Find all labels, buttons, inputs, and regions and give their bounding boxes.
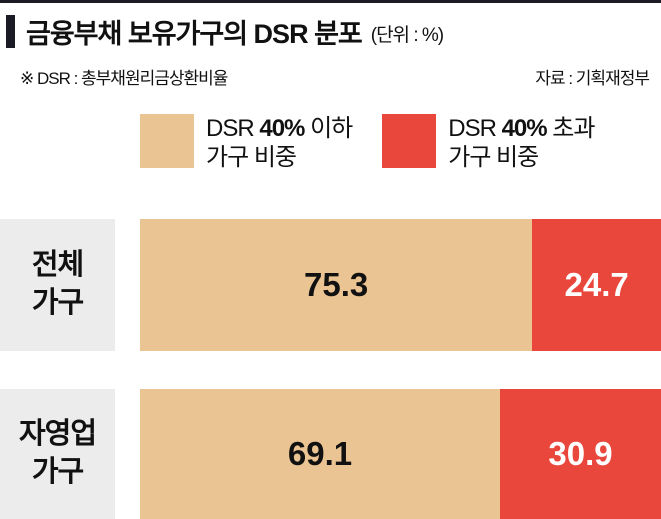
bar-total: 75.3 24.7 (140, 218, 661, 351)
legend-text-prefix: DSR (206, 115, 255, 142)
unit-label: (단위 : %) (370, 25, 444, 46)
legend-label-under-40: DSR 40% 이하 가구 비중 (206, 114, 353, 173)
page-title: 금융부채 보유가구의 DSR 분포 (26, 19, 363, 49)
category-label-line1: 전체 (31, 248, 84, 281)
legend-text-suffix: 이하 (310, 115, 353, 142)
segment-under-40-total: 75.3 (140, 218, 533, 351)
category-label-total: 전체 가구 (0, 218, 115, 351)
bar-row-total-households: 전체 가구 75.3 24.7 (0, 218, 661, 351)
note-row: ※ DSR : 총부채원리금상환비율 자료 : 기획재정부 (6, 64, 655, 89)
legend-text-bold: 40% (501, 115, 548, 142)
value-over-40-total: 24.7 (564, 265, 629, 303)
segment-over-40-self-employed: 30.9 (500, 388, 661, 519)
legend-text-line2: 가구 비중 (206, 144, 297, 172)
value-under-40-total: 75.3 (304, 265, 369, 303)
legend-item-under-40: DSR 40% 이하 가구 비중 (140, 114, 353, 173)
segment-under-40-self-employed: 69.1 (140, 388, 500, 519)
legend-label-over-40: DSR 40% 초과 가구 비중 (448, 114, 595, 173)
segment-over-40-total: 24.7 (532, 218, 661, 351)
value-over-40-self-employed: 30.9 (548, 434, 613, 472)
source-label: 자료 : 기획재정부 (535, 69, 650, 88)
category-label-line2: 가구 (31, 286, 84, 319)
category-label-self-employed: 자영업 가구 (0, 388, 115, 519)
bar-row-self-employed-households: 자영업 가구 69.1 30.9 (0, 388, 661, 519)
legend-swatch-under-40 (140, 114, 194, 168)
legend: DSR 40% 이하 가구 비중 DSR 40% 초과 가구 비중 (140, 114, 661, 173)
legend-text-prefix: DSR (448, 115, 497, 142)
legend-text-bold: 40% (259, 115, 305, 142)
category-label-line1: 자영업 (18, 417, 97, 450)
header: 금융부채 보유가구의 DSR 분포 (단위 : %) ※ DSR : 총부채원리… (0, 3, 661, 89)
title-accent-bar (6, 15, 15, 48)
dsr-definition-note: ※ DSR : 총부채원리금상환비율 (20, 69, 228, 88)
legend-swatch-over-40 (382, 114, 437, 168)
stacked-bar-chart: 전체 가구 75.3 24.7 자영업 가구 69.1 30.9 (0, 218, 661, 519)
legend-text-line2: 가구 비중 (448, 144, 539, 172)
legend-text-suffix: 초과 (552, 115, 595, 142)
legend-item-over-40: DSR 40% 초과 가구 비중 (382, 114, 595, 173)
bar-self-employed: 69.1 30.9 (140, 388, 661, 519)
title-row: 금융부채 보유가구의 DSR 분포 (단위 : %) (6, 12, 655, 51)
value-under-40-self-employed: 69.1 (287, 434, 353, 472)
category-label-line2: 가구 (31, 455, 84, 488)
